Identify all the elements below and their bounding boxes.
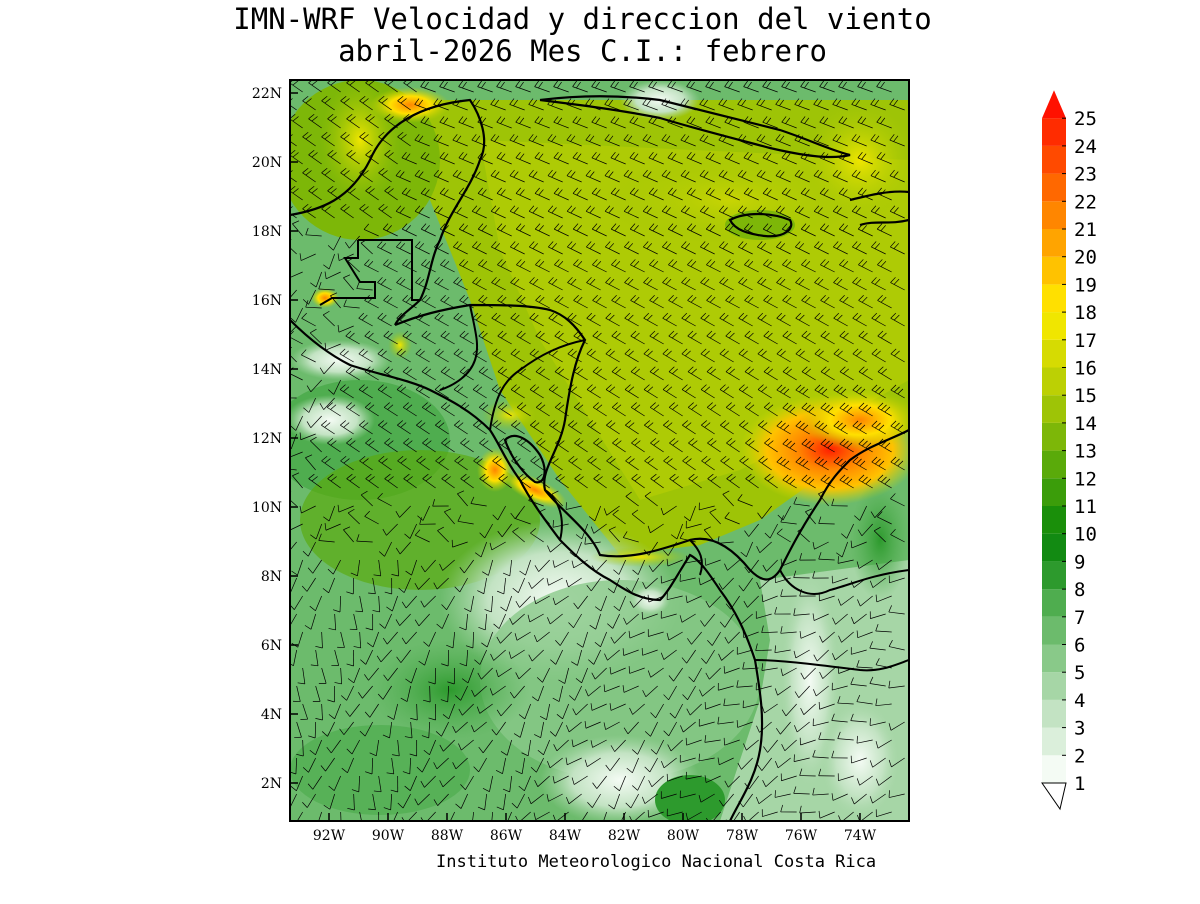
colorbar-label: 20 <box>1074 247 1097 269</box>
colorbar-swatch <box>1042 201 1066 229</box>
colorbar-swatch <box>1042 451 1066 479</box>
lon-tick-label: 92W <box>313 828 346 844</box>
colorbar-label: 11 <box>1074 496 1097 518</box>
wind-barb-feather <box>284 168 290 173</box>
lat-tick-label: 14N <box>252 362 282 378</box>
wind-barb-feather <box>595 823 601 827</box>
wind-barb-feather <box>386 822 392 827</box>
wind-barb-feather <box>287 451 288 458</box>
lon-tick-label: 88W <box>431 828 464 844</box>
colorbar-label: 6 <box>1074 635 1085 657</box>
colorbar-swatch <box>1042 561 1066 589</box>
lat-tick-label: 2N <box>261 776 282 792</box>
colorbar-swatch <box>1042 617 1066 645</box>
wind-barb-feather <box>284 132 290 137</box>
colorbar-swatch <box>1042 728 1066 756</box>
colorbar-label: 10 <box>1074 524 1097 546</box>
colorbar-label: 23 <box>1074 164 1097 186</box>
wind-barb-feather <box>356 827 363 828</box>
colorbar-swatch <box>1042 534 1066 562</box>
colorbar-label: 25 <box>1074 108 1097 130</box>
colorbar-label: 8 <box>1074 579 1085 601</box>
colorbar-label: 5 <box>1074 662 1085 684</box>
wind-barb-feather <box>282 296 286 302</box>
lat-tick-label: 22N <box>252 86 282 102</box>
wind-barb-feather <box>311 823 317 827</box>
colorbar-swatch <box>1042 645 1066 673</box>
lat-tick-label: 10N <box>252 500 282 516</box>
colorbar-swatch <box>1042 368 1066 396</box>
colorbar-label: 24 <box>1074 136 1097 158</box>
colorbar-swatch <box>1042 146 1066 174</box>
wind-barb-feather <box>613 822 618 827</box>
wind-speed-colorbar: 1234567891011121314151617181920212223242… <box>1042 90 1097 809</box>
colorbar-label: 18 <box>1074 302 1097 324</box>
colorbar-label: 9 <box>1074 551 1085 573</box>
lon-tick-label: 74W <box>844 828 877 844</box>
colorbar-label: 12 <box>1074 468 1097 490</box>
wind-barb-feather <box>284 204 290 209</box>
lat-tick-label: 12N <box>252 431 282 447</box>
lon-tick-label: 84W <box>549 828 582 844</box>
wind-barb-feather <box>281 391 283 398</box>
colorbar-label: 16 <box>1074 358 1097 380</box>
lon-tick-label: 90W <box>372 828 405 844</box>
colorbar-swatch <box>1042 755 1066 783</box>
lon-tick-label: 78W <box>726 828 759 844</box>
colorbar-swatch <box>1042 672 1066 700</box>
colorbar-label: 17 <box>1074 330 1097 352</box>
wind-barb-feather <box>282 548 286 554</box>
colorbar-swatch <box>1042 312 1066 340</box>
wind-speed-field <box>270 80 920 825</box>
colorbar-swatch <box>1042 257 1066 285</box>
colorbar-min-arrow <box>1042 783 1066 809</box>
colorbar-swatch <box>1042 340 1066 368</box>
colorbar-label: 1 <box>1074 773 1085 795</box>
colorbar-label: 4 <box>1074 690 1085 712</box>
wind-barb-feather <box>281 461 284 468</box>
lon-tick-label: 80W <box>667 828 700 844</box>
colorbar-swatch <box>1042 423 1066 451</box>
colorbar-label: 21 <box>1074 219 1097 241</box>
wind-barb-feather <box>287 524 288 531</box>
colorbar-swatch <box>1042 395 1066 423</box>
wind-barb-feather <box>442 822 447 827</box>
lat-tick-label: 16N <box>252 293 282 309</box>
wind-barb-feather <box>465 825 472 828</box>
colorbar-swatch <box>1042 478 1066 506</box>
colorbar-label: 3 <box>1074 718 1085 740</box>
lon-tick-label: 86W <box>490 828 523 844</box>
colorbar-label: 15 <box>1074 385 1097 407</box>
colorbar-label: 7 <box>1074 607 1085 629</box>
colorbar-swatch <box>1042 589 1066 617</box>
lat-tick-label: 20N <box>252 155 282 171</box>
colorbar-swatch <box>1042 700 1066 728</box>
colorbar-swatch <box>1042 118 1066 146</box>
wind-barb-feather <box>287 271 288 278</box>
lon-tick-label: 76W <box>785 828 818 844</box>
colorbar-swatch <box>1042 229 1066 257</box>
colorbar-label: 2 <box>1074 745 1085 767</box>
lat-tick-label: 8N <box>261 569 282 585</box>
colorbar-swatch <box>1042 284 1066 312</box>
wind-barb-feather <box>284 96 290 101</box>
wind-barb-feather <box>284 623 289 628</box>
colorbar-label: 13 <box>1074 441 1097 463</box>
credit-text: Instituto Meteorologico Nacional Costa R… <box>436 852 876 872</box>
lon-tick-label: 82W <box>608 828 641 844</box>
colorbar-swatch <box>1042 506 1066 534</box>
wind-barb-feather <box>500 822 506 827</box>
wind-barb-feather <box>284 803 289 808</box>
lat-tick-label: 18N <box>252 224 282 240</box>
colorbar-label: 19 <box>1074 274 1097 296</box>
lat-tick-label: 4N <box>261 707 282 723</box>
lat-tick-label: 6N <box>261 638 282 654</box>
colorbar-max-arrow <box>1042 90 1066 118</box>
colorbar-label: 22 <box>1074 191 1097 213</box>
colorbar-label: 14 <box>1074 413 1097 435</box>
colorbar-swatch <box>1042 174 1066 202</box>
wind-barb-feather <box>282 331 286 337</box>
